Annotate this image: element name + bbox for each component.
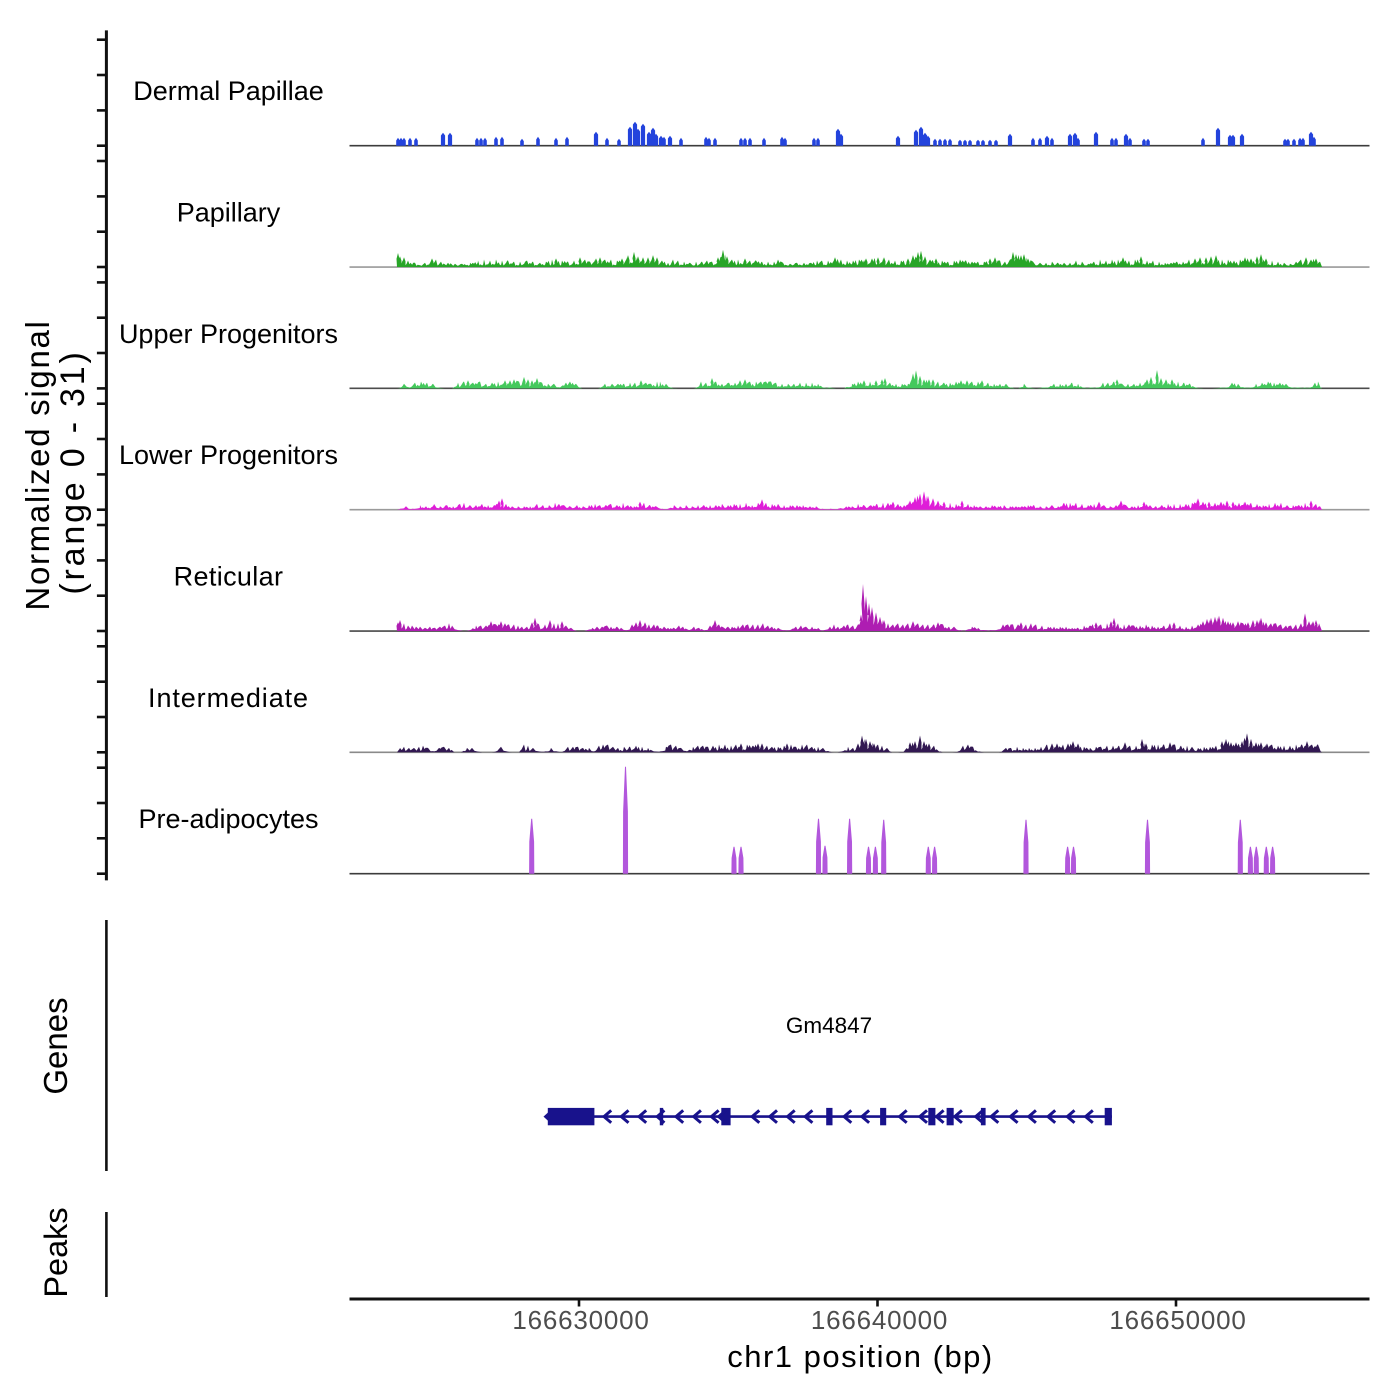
svg-text:Genes: Genes: [37, 997, 74, 1094]
svg-text:Pre-adipocytes: Pre-adipocytes: [138, 804, 318, 834]
svg-text:Lower Progenitors: Lower Progenitors: [119, 440, 338, 470]
svg-text:chr1 position (bp): chr1 position (bp): [727, 1339, 994, 1374]
svg-text:(range 0 - 31): (range 0 - 31): [54, 349, 92, 594]
svg-text:166630000: 166630000: [512, 1305, 649, 1335]
svg-text:Reticular: Reticular: [174, 562, 284, 592]
svg-text:166640000: 166640000: [811, 1305, 948, 1335]
svg-text:Normalized signal: Normalized signal: [19, 319, 56, 610]
svg-text:Papillary: Papillary: [177, 198, 281, 228]
svg-text:Peaks: Peaks: [38, 1207, 74, 1297]
svg-text:Gm4847: Gm4847: [786, 1013, 872, 1038]
svg-text:Dermal Papillae: Dermal Papillae: [133, 76, 324, 106]
svg-text:Upper Progenitors: Upper Progenitors: [119, 319, 338, 349]
svg-text:166650000: 166650000: [1109, 1305, 1246, 1335]
svg-text:Intermediate: Intermediate: [148, 683, 309, 713]
